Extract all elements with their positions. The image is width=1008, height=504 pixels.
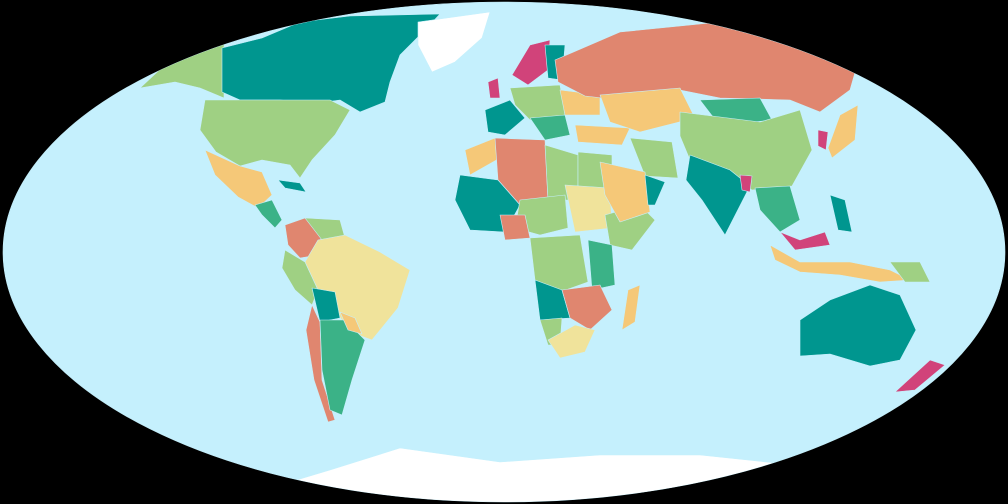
country-indonesia[interactable] [769,244,911,283]
country-south-africa[interactable] [547,324,596,359]
country-paraguay[interactable] [339,311,363,335]
country-central-america[interactable] [254,199,283,229]
country-philippines[interactable] [829,194,853,233]
country-mexico[interactable] [204,149,273,209]
country-australia[interactable] [799,284,917,367]
country-malaysia[interactable] [779,231,831,251]
country-greenland[interactable] [417,11,491,73]
country-turkey[interactable] [574,124,631,146]
country-se-asia[interactable] [754,185,801,233]
country-japan[interactable] [827,104,859,159]
country-bangladesh[interactable] [739,174,753,193]
country-oman[interactable] [644,174,666,206]
country-zambia-moz[interactable] [561,284,613,331]
country-saudi-arabia[interactable] [599,161,651,223]
country-east-africa[interactable] [587,239,616,291]
country-drc[interactable] [529,234,589,293]
country-png[interactable] [889,261,931,283]
country-bolivia[interactable] [311,287,341,323]
country-cuba[interactable] [277,179,307,193]
country-western-europe[interactable] [484,99,526,136]
country-korea[interactable] [817,129,829,151]
country-iran[interactable] [629,137,679,179]
country-india[interactable] [685,154,751,236]
country-usa[interactable] [199,99,351,179]
country-kazakhstan[interactable] [599,87,696,133]
country-madagascar[interactable] [621,284,641,331]
country-uk[interactable] [487,77,501,99]
country-new-zealand[interactable] [894,359,946,393]
country-nigeria[interactable] [499,214,531,241]
country-balkans[interactable] [529,114,571,141]
